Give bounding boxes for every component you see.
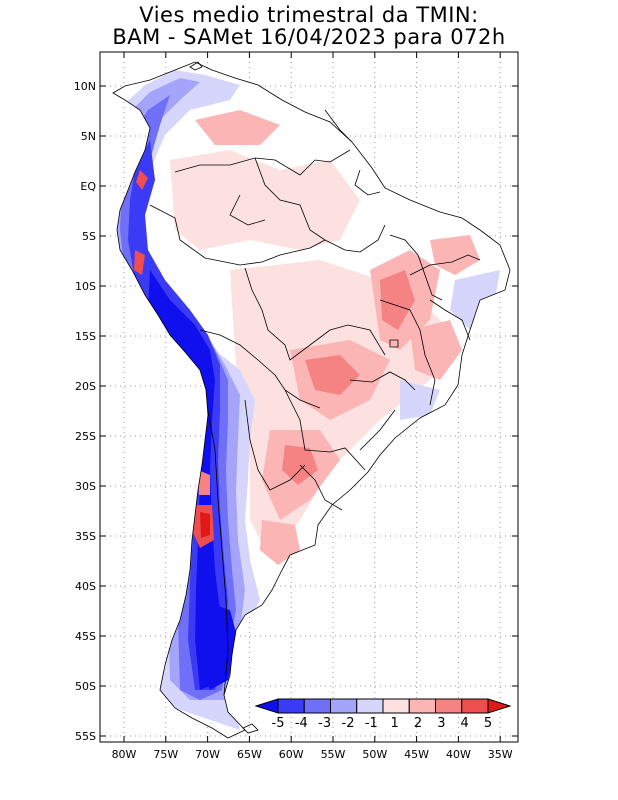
frame-ticks <box>100 52 518 742</box>
lon-tick-label: 75W <box>153 748 178 761</box>
lon-tick-label: 60W <box>279 748 304 761</box>
lon-tick-label: 35W <box>488 748 513 761</box>
lat-tick-label: 35S <box>75 530 96 543</box>
lat-tick-label: 5N <box>81 130 96 143</box>
lat-tick-label: 45S <box>75 630 96 643</box>
map-title-line-2: BAM - SAMet 16/04/2023 para 072h <box>112 25 506 49</box>
colorbar-segment <box>303 698 331 714</box>
latitude-tick-labels: 10N 5N EQ 5S 10S 15S 20S 25S 30S 35S 40S 45S 50S 55S <box>74 80 97 743</box>
map-title-line-1: Vies medio trimestral da TMIN: <box>139 3 479 27</box>
lon-tick-label: 70W <box>195 748 220 761</box>
lon-tick-label: 80W <box>112 748 137 761</box>
colorbar-segment <box>330 698 358 714</box>
lat-tick-label: 10N <box>74 80 96 93</box>
lat-tick-label: 50S <box>75 680 96 693</box>
lat-tick-label: 15S <box>75 330 96 343</box>
lat-tick-label: 40S <box>75 580 96 593</box>
colorbar-segment <box>277 698 305 714</box>
colorbar-label: -4 <box>295 716 308 731</box>
lat-tick-label: 20S <box>75 380 96 393</box>
colorbar-segment <box>408 698 436 714</box>
colorbar-label: -2 <box>342 716 355 731</box>
lon-tick-label: 55W <box>321 748 346 761</box>
colorbar-segment <box>487 698 512 714</box>
longitude-tick-labels: 80W 75W 70W 65W 60W 55W 50W 45W 40W 35W <box>112 748 513 761</box>
lat-tick-label: 5S <box>82 230 96 243</box>
colorbar-segment <box>356 698 384 714</box>
lat-tick-label: 25S <box>75 430 96 443</box>
lat-tick-label: 30S <box>75 480 96 493</box>
islands <box>189 61 259 734</box>
colorbar-label: -1 <box>365 716 378 731</box>
colorbar-label: 2 <box>414 716 422 731</box>
colorbar-label: 3 <box>437 716 445 731</box>
colorbar-segment <box>382 698 410 714</box>
colorbar-segment <box>461 698 489 714</box>
country-borders <box>112 61 511 739</box>
lat-tick-label: 55S <box>75 730 96 743</box>
lat-tick-label: 10S <box>75 280 96 293</box>
colorbar-segment <box>435 698 463 714</box>
colorbar-label: 5 <box>484 716 492 731</box>
colorbar-label: -5 <box>272 716 285 731</box>
colorbar-label: 4 <box>461 716 469 731</box>
lon-tick-label: 50W <box>362 748 387 761</box>
lon-tick-label: 45W <box>404 748 429 761</box>
colorbar-label: 1 <box>391 716 399 731</box>
lon-tick-label: 65W <box>237 748 262 761</box>
colorbar-label: -3 <box>318 716 331 731</box>
lon-tick-label: 40W <box>446 748 471 761</box>
colorbar: -5 -4 -3 -2 -1 1 2 3 4 5 <box>254 698 512 731</box>
lat-tick-label: EQ <box>80 180 96 193</box>
